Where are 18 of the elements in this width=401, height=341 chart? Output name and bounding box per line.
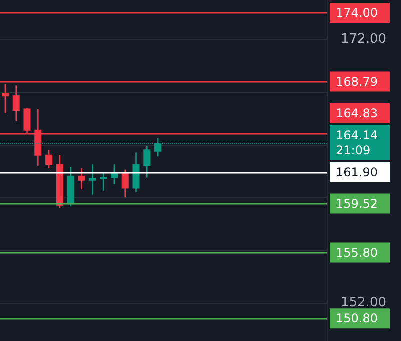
ref-line-label: 174.00 [336, 6, 378, 20]
ref-line-label: 155.80 [336, 246, 378, 260]
ref-line-label: 161.90 [336, 165, 378, 180]
candlestick [12, 84, 20, 122]
ref-line-label: 164.14 21:09 [336, 128, 378, 158]
ref-line-label: 159.52 [336, 196, 378, 211]
candlestick [46, 149, 53, 170]
candlestick [144, 145, 151, 178]
candlestick [78, 168, 86, 190]
candlestick [122, 169, 129, 198]
candlestick [89, 164, 96, 196]
y-tick-label: 172.00 [341, 32, 386, 47]
y-tick-label: 152.00 [341, 295, 386, 310]
ref-line-label: 168.79 [336, 74, 378, 89]
ref-line-label: 164.83 [336, 106, 378, 120]
candlestick [100, 172, 108, 192]
candlestick [132, 152, 140, 193]
ref-line-label: 150.80 [336, 312, 378, 326]
